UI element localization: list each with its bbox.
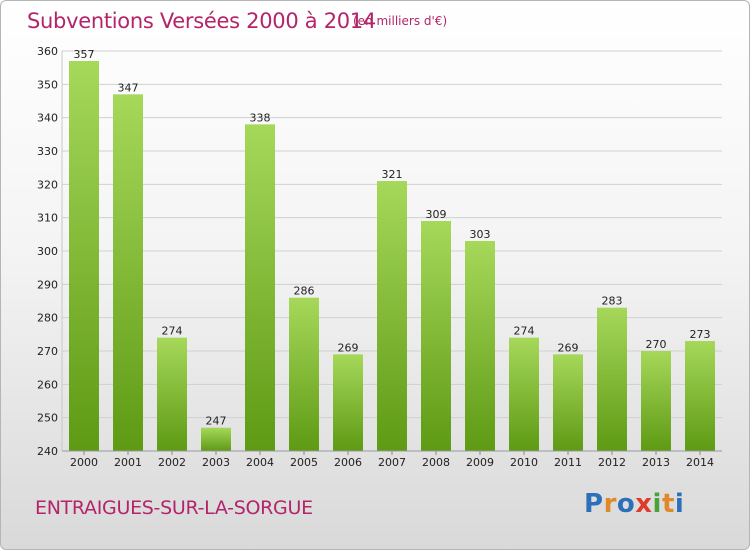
y-tick-label: 250 [37,412,58,425]
y-tick-label: 340 [37,112,58,125]
x-tick-label: 2010 [510,456,538,469]
y-tick-label: 260 [37,378,58,391]
y-tick-label: 320 [37,178,58,191]
x-tick-label: 2005 [290,456,318,469]
x-tick-label: 2006 [334,456,362,469]
bar-2003 [201,427,231,451]
data-label: 338 [250,111,271,124]
brand-letter: o [616,489,636,519]
brand-letter: i [652,489,662,519]
bar-2008 [421,221,451,451]
x-tick-label: 2001 [114,456,142,469]
bar-2005 [289,297,319,451]
x-tick-label: 2003 [202,456,230,469]
y-axis-ticks: 240 250 260 270 280 290 300 310 320 330 340 350 360 [37,45,58,458]
data-labels: 357 347 274 247 338 286 269 321 309 303 274 269 283 2… [74,48,711,428]
brand-letter: x [635,489,653,519]
bar-2013 [641,351,671,451]
data-label: 283 [602,295,623,308]
data-label: 309 [426,208,447,221]
y-tick-label: 290 [37,278,58,291]
data-label: 321 [382,168,403,181]
bar-2012 [597,307,627,451]
data-label: 303 [470,228,491,241]
y-tick-label: 300 [37,245,58,258]
data-label: 286 [294,285,315,298]
y-tick-label: 270 [37,345,58,358]
x-tick-label: 2008 [422,456,450,469]
y-tick-label: 310 [37,212,58,225]
x-tick-label: 2009 [466,456,494,469]
bar-2006 [333,354,363,451]
data-label: 274 [162,325,183,338]
x-tick-label: 2007 [378,456,406,469]
data-label: 270 [646,338,667,351]
x-tick-label: 2000 [70,456,98,469]
data-label: 269 [338,341,359,354]
bar-2002 [157,337,187,451]
chart-unit-note: (en milliers d'€) [353,14,448,28]
bar-2011 [553,354,583,451]
bar-2004 [245,124,275,451]
bar-2000 [69,61,99,451]
data-label: 247 [206,415,227,428]
bar-2010 [509,337,539,451]
x-tick-label: 2013 [642,456,670,469]
x-tick-label: 2014 [686,456,714,469]
brand-letter: t [661,489,675,519]
x-tick-label: 2004 [246,456,274,469]
brand-logo: Proxiti [584,489,684,519]
y-tick-label: 330 [37,145,58,158]
bar-2007 [377,181,407,451]
x-tick-label: 2012 [598,456,626,469]
y-tick-label: 240 [37,445,58,458]
bars [69,61,715,451]
y-tick-label: 350 [37,78,58,91]
brand-letter: r [603,489,617,519]
y-tick-label: 360 [37,45,58,58]
data-label: 274 [514,325,535,338]
data-label: 357 [74,48,95,61]
y-tick-label: 280 [37,312,58,325]
chart-title: Subventions Versées 2000 à 2014 [27,9,376,33]
brand-letter: P [584,489,604,519]
data-label: 347 [118,81,139,94]
bar-2009 [465,241,495,451]
data-label: 269 [558,341,579,354]
x-axis-ticks: 2000 2001 2002 2003 2004 2005 2006 2007 2008 2009… [62,450,722,469]
data-label: 273 [690,328,711,341]
bar-2001 [113,94,143,451]
x-tick-label: 2011 [554,456,582,469]
commune-name: ENTRAIGUES-SUR-LA-SORGUE [35,497,313,519]
brand-letter: i [674,489,685,519]
bar-2014 [685,341,715,451]
x-tick-label: 2002 [158,456,186,469]
